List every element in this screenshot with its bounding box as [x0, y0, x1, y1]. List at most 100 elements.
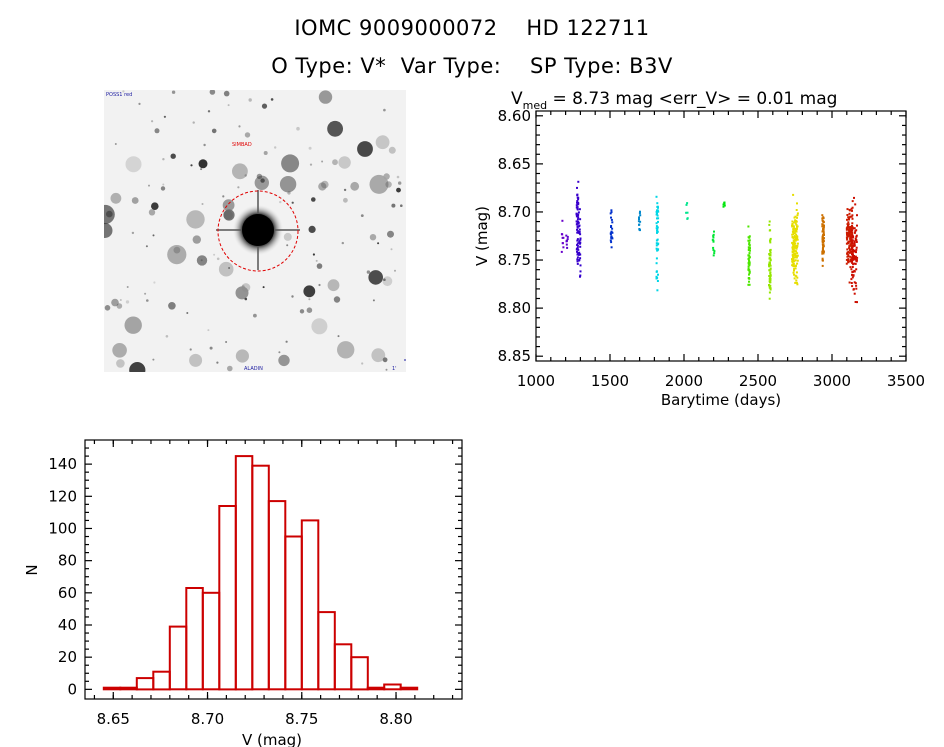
histogram-bar	[300, 519, 320, 691]
light-curve-point	[851, 206, 854, 209]
light-curve-point	[575, 213, 578, 216]
field-star	[306, 307, 313, 313]
light-curve-point	[723, 202, 726, 205]
histogram-ytick-label: 80	[58, 552, 77, 570]
light-curve-point	[849, 227, 851, 230]
field-star	[237, 186, 240, 189]
field-star	[244, 132, 251, 138]
light-curve-point	[855, 234, 858, 237]
light-curve-point	[822, 232, 825, 235]
light-curve-point	[577, 221, 580, 224]
light-curve-point	[769, 249, 771, 252]
light-curve-point	[795, 255, 798, 257]
histogram-ytick-label: 100	[48, 519, 77, 537]
field-star	[368, 270, 384, 285]
light-curve-point	[576, 244, 579, 247]
field-star	[253, 313, 257, 318]
light-curve-point	[794, 259, 797, 262]
light-curve-point	[850, 259, 853, 262]
light-curve-point	[747, 236, 750, 239]
light-curve-point	[850, 234, 853, 237]
light-curve-point	[579, 245, 582, 248]
light-curve-point	[794, 250, 797, 253]
light-curve-point	[855, 246, 858, 249]
field-star	[327, 120, 343, 137]
light-curve-point	[561, 233, 564, 236]
light-curve-point	[793, 254, 796, 257]
light-curve-point	[795, 237, 798, 240]
field-star	[382, 357, 388, 363]
light-curve-point	[847, 258, 850, 261]
light-curve-point	[794, 227, 797, 230]
light-curve-point	[610, 216, 612, 219]
light-curve-point	[845, 242, 848, 245]
light-curve-point	[791, 246, 794, 249]
light-curve-point	[822, 227, 825, 230]
light-curve-point	[576, 202, 579, 205]
light-curve-point	[851, 226, 854, 229]
light-curve-point	[712, 233, 715, 236]
light-curve-point	[768, 284, 771, 287]
light-curve-point	[768, 297, 771, 300]
light-curve-point	[791, 264, 794, 267]
light-curve-point	[822, 246, 824, 249]
light-curve-point	[793, 232, 796, 235]
light-curve-point	[792, 265, 795, 268]
light-curve-point	[793, 267, 796, 270]
light-curve-point	[795, 227, 798, 230]
light-curve-point	[793, 260, 796, 263]
light-curve-point	[822, 240, 825, 243]
light-curve-point	[851, 239, 854, 242]
light-curve-point	[768, 229, 771, 232]
light-curve-point	[851, 253, 853, 256]
field-star	[170, 153, 176, 159]
light-curve-point	[656, 276, 659, 279]
field-star	[341, 241, 344, 245]
histogram-xtick-label: 8.75	[285, 710, 318, 728]
image-label-target: SIMBAD	[232, 142, 252, 148]
light-curve-point	[846, 223, 849, 226]
light-curve-point	[576, 193, 579, 196]
light-curve-point	[793, 241, 796, 244]
light-curve-point	[576, 226, 579, 229]
light-curve-point	[853, 231, 856, 234]
light-curve-point	[576, 256, 579, 259]
light-curve-point	[769, 271, 772, 274]
light-curve-point	[821, 214, 824, 217]
light-curve-point	[610, 209, 613, 212]
light-curve-point	[792, 230, 795, 233]
light-curve-point	[855, 241, 858, 243]
field-star	[244, 174, 247, 177]
light-curve-point	[657, 217, 660, 220]
light-curve-point	[792, 231, 795, 234]
light-curve-point	[851, 242, 854, 244]
light-curve-point	[852, 227, 855, 230]
light-curve-point	[578, 252, 580, 255]
field-star	[270, 98, 274, 101]
light-curve-point	[577, 198, 580, 201]
light-curve-point	[851, 250, 854, 253]
light-curve-point	[850, 260, 853, 263]
light-curve-point	[851, 255, 854, 258]
light-curve-point	[713, 250, 716, 253]
light-curve-point	[791, 241, 794, 244]
light-curve-point	[791, 243, 794, 246]
light-curve-point	[768, 277, 771, 280]
light-curve-point	[769, 272, 772, 275]
field-star	[396, 187, 401, 193]
image-label-survey: POSS1 red	[106, 92, 132, 98]
light-curve-point	[576, 247, 578, 250]
light-curve-point	[856, 301, 858, 304]
light-curve-point	[610, 241, 613, 244]
histogram-bar	[152, 670, 171, 691]
light-curve-point	[850, 230, 853, 233]
light-curve-point	[849, 258, 852, 261]
light-curve-point	[846, 234, 849, 236]
light-curve-point	[822, 233, 825, 236]
light-curve-point	[851, 274, 854, 277]
light-curve-point	[575, 220, 578, 223]
light-curve-point	[793, 256, 796, 259]
light-curve-point	[576, 228, 578, 231]
header-title: IOMC 9009000072 HD 122711	[294, 16, 650, 40]
light-curve-point	[656, 238, 659, 241]
